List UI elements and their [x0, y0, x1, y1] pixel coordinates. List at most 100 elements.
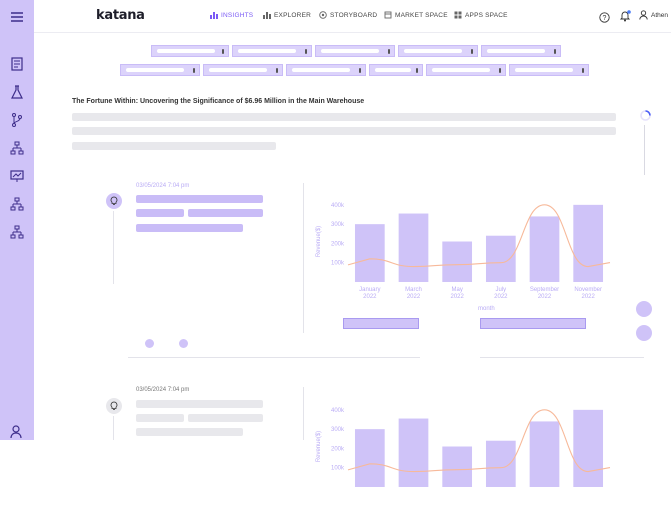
y-axis-label: Revenue($): [316, 226, 322, 257]
hierarchy-icon[interactable]: [9, 224, 25, 240]
filter-dropdown[interactable]: [315, 45, 395, 57]
y-tick-label: 200k: [331, 446, 345, 452]
summary-placeholder: [72, 127, 616, 135]
text-placeholder: [136, 428, 243, 436]
hierarchy-icon[interactable]: [9, 140, 25, 156]
timeline-line: [113, 416, 114, 440]
filter-dropdown[interactable]: [151, 45, 229, 57]
y-tick-label: 100k: [331, 261, 345, 267]
series-line: [347, 409, 611, 473]
x-tick-label: September: [530, 287, 559, 293]
range-slider-right[interactable]: [480, 318, 586, 329]
menu-icon[interactable]: [9, 9, 25, 25]
x-tick-label: May: [451, 287, 462, 293]
pager-dot[interactable]: [145, 339, 154, 348]
market-icon: [384, 11, 392, 19]
x-tick-label: July: [495, 287, 506, 293]
help-icon[interactable]: ?: [599, 10, 610, 28]
insight-title: The Fortune Within: Uncovering the Signi…: [72, 98, 365, 105]
nav-label: MARKET SPACE: [395, 11, 448, 19]
bar: [354, 224, 385, 282]
filter-dropdown[interactable]: [481, 45, 561, 57]
x-tick-label: March: [405, 287, 422, 293]
y-tick-label: 300k: [331, 427, 345, 433]
filter-row-1: [151, 45, 564, 57]
card-separator: [480, 357, 644, 358]
bar: [529, 421, 560, 487]
sidebar: [0, 0, 34, 440]
x-axis-label: month: [478, 306, 495, 312]
hierarchy-icon[interactable]: [9, 196, 25, 212]
bar-chart-icon: [263, 12, 271, 19]
loading-spinner-icon: [639, 109, 652, 127]
flask-icon[interactable]: [9, 84, 25, 100]
nav-label: APPS SPACE: [465, 11, 508, 19]
bar: [442, 241, 473, 282]
nav-storyboard[interactable]: STORYBOARD: [319, 11, 377, 19]
nav-market-space[interactable]: MARKET SPACE: [384, 11, 448, 19]
x-tick-label: 2022: [450, 294, 464, 300]
y-tick-label: 200k: [331, 241, 345, 247]
scroll-track[interactable]: [644, 125, 645, 175]
chart-svg: Revenue($)100k200k300k400kJanuary2022Mar…: [316, 203, 611, 300]
filter-dropdown[interactable]: [369, 64, 423, 76]
filter-dropdown[interactable]: [509, 64, 589, 76]
text-placeholder: [136, 400, 263, 408]
x-tick-label: 2022: [581, 294, 595, 300]
summary-placeholder: [72, 142, 276, 150]
filter-dropdown[interactable]: [426, 64, 506, 76]
app-logo[interactable]: katana: [96, 8, 145, 23]
floating-action-button[interactable]: [636, 325, 652, 341]
x-tick-label: 2022: [538, 294, 552, 300]
user-icon[interactable]: [9, 424, 25, 440]
nav-label: INSIGHTS: [221, 11, 254, 19]
filter-dropdown[interactable]: [203, 64, 283, 76]
nav-label: STORYBOARD: [330, 11, 378, 19]
user-menu[interactable]: Athen: [639, 10, 668, 20]
revenue-chart: Revenue($) 100k 200k 300k 400k January 2022 Mar…: [310, 195, 620, 305]
y-tick-label: 100k: [331, 466, 345, 472]
x-tick-label: 2022: [363, 294, 377, 300]
bar: [529, 216, 560, 282]
card-timestamp: 03/05/2024 7:04 pm: [136, 387, 190, 393]
nav-apps-space[interactable]: APPS SPACE: [454, 11, 508, 19]
branch-icon[interactable]: [9, 112, 25, 128]
summary-placeholder: [72, 113, 616, 121]
bar: [573, 204, 604, 282]
text-placeholder: [136, 195, 263, 203]
nav-explorer[interactable]: EXPLORER: [263, 11, 311, 19]
text-placeholder: [188, 209, 263, 217]
bar: [398, 213, 429, 282]
y-tick-label: 300k: [331, 222, 345, 228]
card-separator: [128, 357, 420, 358]
bar: [485, 235, 516, 282]
range-slider-left[interactable]: [343, 318, 419, 329]
card-divider: [303, 183, 304, 333]
filter-row-2: [120, 64, 592, 76]
top-bar: katana INSIGHTS EXPLORER STORYBOARD MARK…: [34, 0, 671, 33]
svg-text:?: ?: [603, 15, 607, 22]
card-timestamp: 03/05/2024 7:04 pm: [136, 183, 190, 189]
lightbulb-icon: [106, 193, 122, 209]
lightbulb-icon: [106, 398, 122, 414]
filter-dropdown[interactable]: [232, 45, 312, 57]
text-placeholder: [188, 414, 263, 422]
nav-insights[interactable]: INSIGHTS: [210, 11, 253, 19]
pager-dot[interactable]: [179, 339, 188, 348]
notification-bell-icon[interactable]: [619, 9, 631, 27]
text-placeholder: [136, 209, 184, 217]
filter-dropdown[interactable]: [286, 64, 366, 76]
report-icon[interactable]: [9, 56, 25, 72]
bar: [485, 440, 516, 487]
filter-dropdown[interactable]: [398, 45, 478, 57]
filter-dropdown[interactable]: [120, 64, 200, 76]
timeline-line: [113, 211, 114, 284]
bar: [442, 446, 473, 487]
x-tick-label: November: [574, 287, 602, 293]
series-line: [347, 204, 611, 268]
floating-action-button[interactable]: [636, 301, 652, 317]
bar: [573, 409, 604, 487]
nav-label: EXPLORER: [274, 11, 312, 19]
text-placeholder: [136, 414, 184, 422]
presentation-icon[interactable]: [9, 168, 25, 184]
